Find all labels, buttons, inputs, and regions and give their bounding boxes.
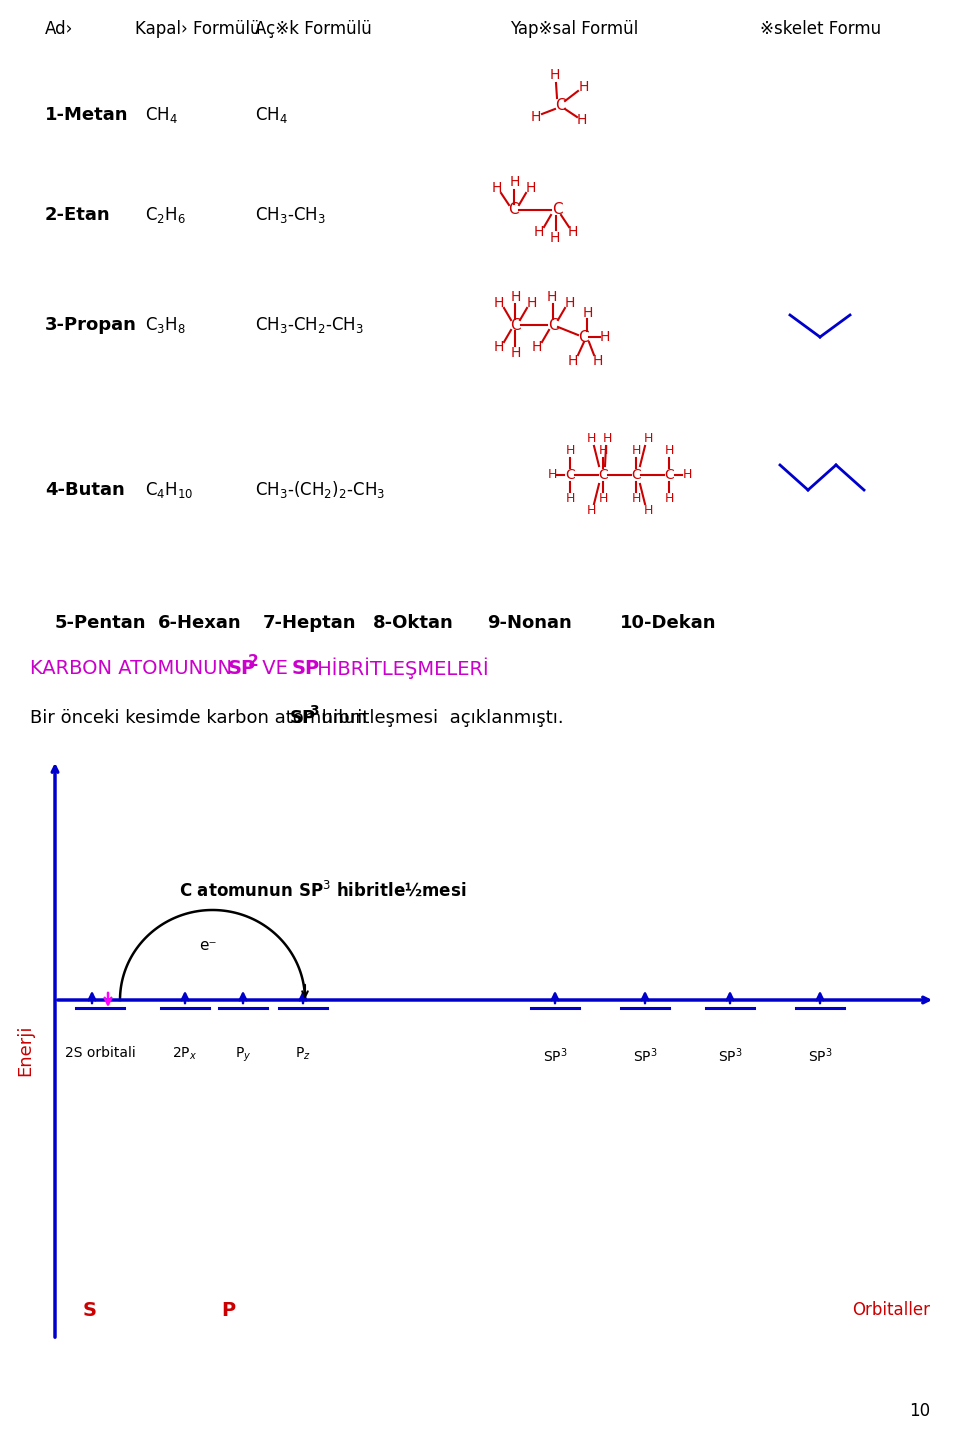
Text: 9-Nonan: 9-Nonan <box>487 614 572 632</box>
Text: C$_4$H$_{10}$: C$_4$H$_{10}$ <box>145 480 193 500</box>
Text: H: H <box>527 296 538 310</box>
Text: H: H <box>583 306 593 320</box>
Text: H: H <box>577 114 588 126</box>
Text: H: H <box>493 341 504 354</box>
Text: H: H <box>567 354 578 368</box>
Text: C: C <box>598 468 608 481</box>
Text: H: H <box>532 341 542 354</box>
Text: P: P <box>221 1300 235 1319</box>
Text: CH$_3$-CH$_2$-CH$_3$: CH$_3$-CH$_2$-CH$_3$ <box>255 315 364 335</box>
Text: SP$^3$: SP$^3$ <box>633 1046 658 1065</box>
Text: H: H <box>531 111 541 124</box>
Text: 3: 3 <box>309 704 319 718</box>
Text: H: H <box>579 80 589 93</box>
Text: H: H <box>643 433 653 445</box>
Text: Kapal› Formülü: Kapal› Formülü <box>135 20 260 37</box>
Text: 4-Butan: 4-Butan <box>45 481 125 499</box>
Text: SP$^3$: SP$^3$ <box>542 1046 567 1065</box>
Text: H: H <box>598 444 608 457</box>
Text: H: H <box>492 181 502 195</box>
Text: C: C <box>565 468 575 481</box>
Text: 2: 2 <box>248 654 259 668</box>
Text: H: H <box>643 504 653 517</box>
Text: H: H <box>598 493 608 506</box>
Text: CH$_3$-(CH$_2$)$_2$-CH$_3$: CH$_3$-(CH$_2$)$_2$-CH$_3$ <box>255 480 385 500</box>
Text: H: H <box>510 175 520 190</box>
Text: H: H <box>683 468 692 481</box>
Text: ※skelet Formu: ※skelet Formu <box>760 20 881 37</box>
Text: 2-Etan: 2-Etan <box>45 205 110 224</box>
Text: 5-Pentan: 5-Pentan <box>55 614 147 632</box>
Text: P$_z$: P$_z$ <box>295 1046 311 1062</box>
Text: H: H <box>550 68 561 82</box>
Text: H: H <box>664 493 674 506</box>
Text: CH$_4$: CH$_4$ <box>255 105 288 125</box>
Text: SP: SP <box>290 708 316 727</box>
Text: H: H <box>511 290 521 305</box>
Text: C: C <box>664 468 674 481</box>
Text: H: H <box>547 468 557 481</box>
Text: CH$_4$: CH$_4$ <box>145 105 178 125</box>
Text: SP: SP <box>292 658 320 677</box>
Text: H: H <box>587 433 596 445</box>
Text: Enerji: Enerji <box>16 1025 34 1076</box>
Text: C: C <box>548 318 559 332</box>
Text: 10: 10 <box>909 1403 930 1420</box>
Text: H: H <box>493 296 504 310</box>
Text: C: C <box>510 318 520 332</box>
Text: H: H <box>664 444 674 457</box>
Text: KARBON ATOMUNUN: KARBON ATOMUNUN <box>30 658 238 677</box>
Text: H: H <box>564 296 575 310</box>
Text: H: H <box>526 181 537 195</box>
Text: 10-Dekan: 10-Dekan <box>620 614 716 632</box>
Text: Yap※sal Formül: Yap※sal Formül <box>510 20 638 37</box>
Text: 2P$_x$: 2P$_x$ <box>173 1046 198 1062</box>
Text: Aç※k Formülü: Aç※k Formülü <box>255 20 372 37</box>
Text: 3-Propan: 3-Propan <box>45 316 137 333</box>
Text: H: H <box>587 504 596 517</box>
Text: HİBRİTLEŞMELERİ: HİBRİTLEŞMELERİ <box>311 657 489 678</box>
Text: H: H <box>534 226 544 239</box>
Text: C$_3$H$_8$: C$_3$H$_8$ <box>145 315 186 335</box>
Text: 7-Heptan: 7-Heptan <box>263 614 356 632</box>
Text: H: H <box>593 354 603 368</box>
Text: C: C <box>508 203 518 217</box>
Text: SP$^3$: SP$^3$ <box>718 1046 742 1065</box>
Text: 2S orbitali: 2S orbitali <box>64 1046 135 1061</box>
Text: SP$^3$: SP$^3$ <box>807 1046 832 1065</box>
Text: H: H <box>550 231 561 244</box>
Text: H: H <box>600 331 611 343</box>
Text: SP: SP <box>228 658 256 677</box>
Text: e⁻: e⁻ <box>199 937 216 953</box>
Text: C: C <box>552 203 563 217</box>
Text: VE: VE <box>256 658 294 677</box>
Text: Orbitaller: Orbitaller <box>852 1300 930 1319</box>
Text: hibritleşmesi  açıklanmıştı.: hibritleşmesi açıklanmıştı. <box>316 708 564 727</box>
Text: H: H <box>511 346 521 361</box>
Text: C: C <box>578 329 588 345</box>
Text: C: C <box>555 98 565 112</box>
Text: C atomunun SP$^3$ hibritle½mesi: C atomunun SP$^3$ hibritle½mesi <box>179 881 467 900</box>
Text: H: H <box>632 444 640 457</box>
Text: CH$_3$-CH$_3$: CH$_3$-CH$_3$ <box>255 205 326 226</box>
Text: Bir önceki kesimde karbon atomunun: Bir önceki kesimde karbon atomunun <box>30 708 372 727</box>
Text: H: H <box>602 433 612 445</box>
Text: H: H <box>547 290 557 305</box>
Text: C: C <box>631 468 641 481</box>
Text: S: S <box>83 1300 97 1319</box>
Text: 8-Oktan: 8-Oktan <box>373 614 454 632</box>
Text: H: H <box>565 493 575 506</box>
Text: H: H <box>567 226 578 239</box>
Text: Ad›: Ad› <box>45 20 73 37</box>
Text: 6-Hexan: 6-Hexan <box>158 614 242 632</box>
Text: H: H <box>632 493 640 506</box>
Text: 1-Metan: 1-Metan <box>45 106 129 124</box>
Text: H: H <box>565 444 575 457</box>
Text: P$_y$: P$_y$ <box>235 1046 252 1065</box>
Text: C$_2$H$_6$: C$_2$H$_6$ <box>145 205 186 226</box>
